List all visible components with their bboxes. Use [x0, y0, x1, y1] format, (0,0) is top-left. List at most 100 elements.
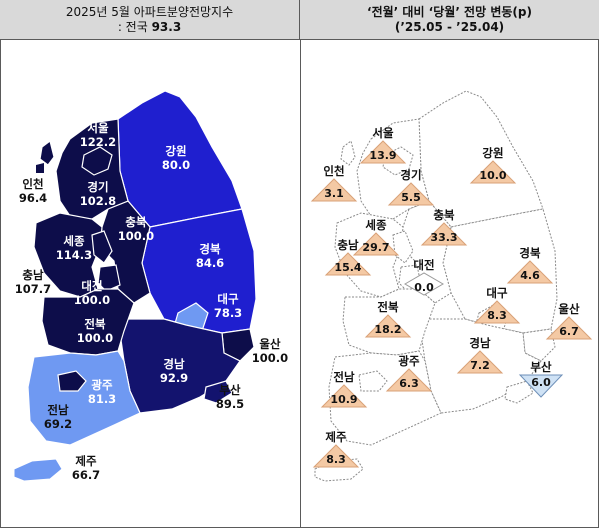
change-label-jeju: 제주 [325, 430, 347, 444]
change-triangle-ulsan [545, 316, 593, 340]
change-marker-jeju: 8.3 [311, 444, 361, 468]
label-sejong: 세종 114.3 [55, 234, 93, 262]
change-value-ulsan: 6.7 [559, 325, 579, 338]
change-marker-gyeongnam: 7.2 [455, 350, 505, 374]
change-marker-chungbuk: 33.3 [419, 222, 469, 246]
outline-gyeongbuk [442, 208, 558, 334]
change-label-gangwon: 강원 [482, 146, 504, 160]
change-label-jeonbuk: 전북 [377, 300, 399, 314]
change-marker-jeonnam: 10.9 [319, 384, 369, 408]
region-jeju [13, 458, 63, 482]
region-chungnam [33, 212, 103, 298]
label-chungnam: 충남 107.7 [14, 268, 52, 296]
outline-busan [504, 380, 534, 404]
change-marker-busan: 6.0 [516, 374, 566, 398]
region-sejong [91, 230, 113, 264]
change-label-busan: 부산 [530, 360, 552, 374]
change-triangle-jeju [312, 444, 360, 468]
index-map-panel: 서울 122.2 인천 96.4 경기 102.8 강원 80.0 충북 100.0 세종… [0, 41, 300, 527]
header-left-title: 2025년 5월 아파트분양전망지수 [65, 4, 234, 19]
outline-incheon [340, 140, 356, 166]
change-label-ulsan: 울산 [558, 302, 580, 316]
change-value-gangwon: 10.0 [479, 169, 507, 182]
change-label-incheon: 인천 [323, 164, 345, 178]
outline-gwangju [358, 370, 388, 392]
index-map-svg [13, 90, 257, 482]
change-marker-gangwon: 10.0 [468, 160, 518, 184]
change-value-gwangju: 6.3 [399, 377, 419, 390]
change-label-chungbuk: 충북 [433, 208, 455, 222]
change-marker-chungnam: 15.4 [323, 252, 373, 276]
change-marker-daegu: 8.3 [472, 300, 522, 324]
region-incheon [39, 139, 55, 166]
outline-ulsan [522, 328, 556, 362]
panel-divider [300, 40, 301, 528]
change-label-daegu: 대구 [486, 286, 508, 300]
change-value-jeonbuk: 18.2 [374, 323, 402, 336]
change-triangle-chungnam [324, 252, 372, 276]
change-marker-seoul: 13.9 [358, 140, 408, 164]
change-triangle-gyeongnam [456, 350, 504, 374]
change-value-gyeonggi: 5.5 [401, 191, 421, 204]
change-value-jeonnam: 10.9 [330, 393, 358, 406]
change-triangle-chungbuk [420, 222, 468, 246]
region-jeonbuk [41, 288, 135, 356]
header-left: 2025년 5월 아파트분양전망지수 : 전국 93.3 [0, 0, 300, 40]
region-jeonnam [27, 350, 141, 446]
change-label-gwangju: 광주 [398, 354, 420, 368]
change-value-chungbuk: 33.3 [430, 231, 458, 244]
change-value-incheon: 3.1 [324, 187, 344, 200]
change-label-jeonnam: 전남 [333, 370, 355, 384]
label-jeonnam: 전남 69.2 [43, 403, 73, 431]
change-marker-gyeongbuk: 4.6 [505, 260, 555, 284]
label-daegu: 대구 78.3 [213, 292, 243, 320]
region-seoul [81, 146, 113, 176]
outline-gangwon [418, 90, 544, 228]
change-triangle-sejong [352, 232, 400, 256]
label-gyeonggi: 경기 102.8 [79, 180, 117, 208]
change-value-daegu: 8.3 [487, 309, 507, 322]
change-triangle-jeonnam [320, 384, 368, 408]
change-triangle-seoul [359, 140, 407, 164]
region-daejeon [97, 264, 121, 292]
change-triangle-gyeongbuk [506, 260, 554, 284]
label-gyeongbuk: 경북 84.6 [195, 242, 225, 270]
national-label: : 전국 [117, 19, 152, 34]
change-label-chungnam: 충남 [337, 238, 359, 252]
region-busan [203, 380, 233, 404]
change-triangle-daejeon [404, 272, 444, 296]
header-right: ‘전월’ 대비 ‘당월’ 전망 변동(p) (’25.05 - ’25.04) [300, 0, 599, 40]
change-label-sejong: 세종 [365, 218, 387, 232]
label-gyeongnam: 경남 92.9 [159, 357, 189, 385]
change-value-daejeon: 0.0 [414, 281, 434, 294]
change-marker-sejong: 29.7 [351, 232, 401, 256]
incheon-island [36, 163, 44, 173]
change-marker-gyeonggi: 5.5 [386, 182, 436, 206]
change-value-busan: 6.0 [531, 376, 551, 389]
change-triangle-jeonbuk [364, 314, 412, 338]
header-left-national: : 전국 93.3 [118, 20, 181, 35]
header-right-period: (’25.05 - ’25.04) [394, 19, 505, 34]
change-marker-incheon: 3.1 [309, 178, 359, 202]
label-gwangju: 광주 81.3 [87, 378, 117, 406]
change-marker-gwangju: 6.3 [384, 368, 434, 392]
change-value-chungnam: 15.4 [334, 261, 362, 274]
change-label-seoul: 서울 [372, 126, 394, 140]
label-ulsan: 울산 100.0 [251, 337, 289, 365]
national-value: 93.3 [151, 19, 182, 34]
change-triangle-daegu [473, 300, 521, 324]
change-value-gyeongnam: 7.2 [470, 359, 490, 372]
change-triangle-incheon [310, 178, 358, 202]
label-incheon: 인천 96.4 [18, 177, 48, 205]
change-label-gyeongbuk: 경북 [519, 246, 541, 260]
label-jeju: 제주 66.7 [71, 454, 101, 482]
label-daejeon: 대전 100.0 [73, 279, 111, 307]
change-map-panel: 서울 13.9 강원 10.0 인천 3.1 경기 5.5 세종 29.7 충북 33.3 충남 15.4… [301, 41, 599, 527]
change-triangle-busan [518, 374, 564, 398]
label-busan: 부산 89.5 [215, 383, 245, 411]
label-chungbuk: 충북 100.0 [117, 215, 155, 243]
change-value-jeju: 8.3 [326, 453, 346, 466]
label-seoul: 서울 122.2 [79, 121, 117, 149]
change-marker-jeonbuk: 18.2 [363, 314, 413, 338]
change-triangle-gyeonggi [387, 182, 435, 206]
